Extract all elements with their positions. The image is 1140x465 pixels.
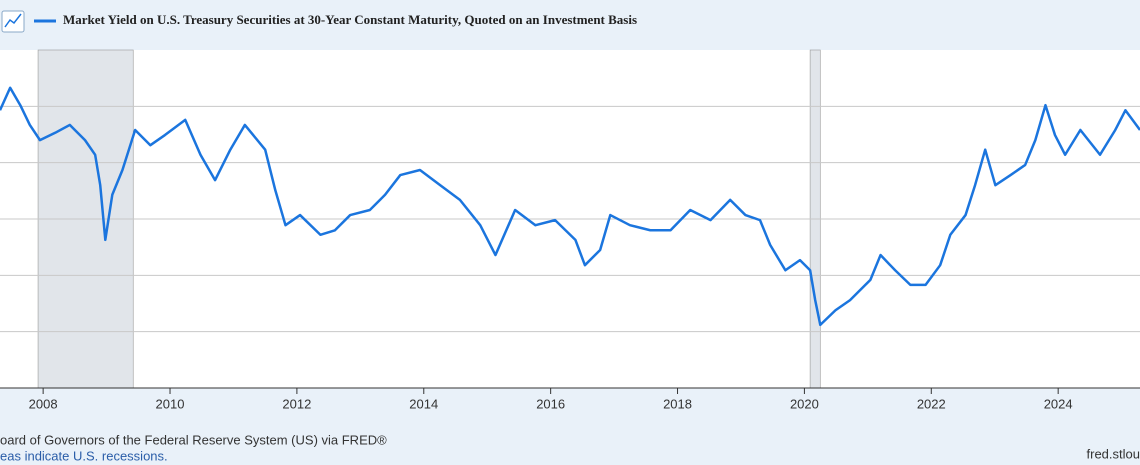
- chart-icon[interactable]: [1, 10, 25, 33]
- x-tick-label: 2012: [282, 396, 311, 411]
- recession-note: eas indicate U.S. recessions.: [0, 448, 168, 463]
- x-tick-label: 2014: [409, 396, 438, 411]
- plot: [0, 49, 1140, 389]
- x-tick-label: 2024: [1044, 396, 1073, 411]
- legend-label: Market Yield on U.S. Treasury Securities…: [63, 12, 637, 27]
- x-tick-label: 2010: [156, 396, 185, 411]
- series-line: [0, 86, 1140, 327]
- site-link[interactable]: fred.stlou: [1087, 446, 1140, 461]
- x-tick-label: 2008: [29, 396, 58, 411]
- x-tick-label: 2022: [917, 396, 946, 411]
- x-tick-label: 2018: [663, 396, 692, 411]
- x-tick-label: 2016: [536, 396, 565, 411]
- header-bar: [0, 0, 1140, 44]
- icon-line[interactable]: [4, 13, 22, 28]
- x-tick-label: 2020: [790, 396, 819, 411]
- source: oard of Governors of the Federal Reserve…: [0, 432, 387, 447]
